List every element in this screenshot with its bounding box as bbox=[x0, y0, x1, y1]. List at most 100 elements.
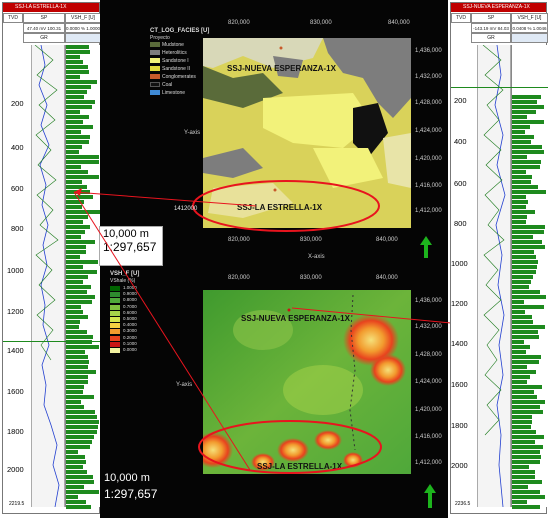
vshale-bar bbox=[512, 300, 524, 304]
legend-heterolitics: Heterolitics bbox=[162, 50, 187, 56]
vshale-bar bbox=[66, 265, 83, 269]
vshale-bar bbox=[66, 170, 88, 174]
left-well-log-panel: SSJ-LA ESTRELLA-1X TVD SP VSH_F [U] 47.4… bbox=[2, 2, 101, 514]
top-left-ylabel: 1412000 bbox=[174, 206, 198, 212]
vshale-bar bbox=[512, 315, 532, 319]
left-vsh-track bbox=[65, 45, 101, 509]
vshale-bar bbox=[66, 350, 85, 354]
vshale-bar bbox=[66, 395, 94, 399]
left-depth-800: 800 bbox=[11, 224, 24, 233]
vshale-bar bbox=[512, 270, 536, 274]
right-depth-200: 200 bbox=[454, 96, 467, 105]
vshale-bar bbox=[66, 335, 93, 339]
vshale-bar bbox=[66, 500, 86, 504]
left-bottom-value: 2219.5 bbox=[9, 501, 25, 507]
vshale-legend-swatch bbox=[110, 323, 120, 329]
vshale-bar bbox=[512, 345, 530, 349]
vshale-bar bbox=[66, 75, 80, 79]
bottom-well-ellipse bbox=[198, 420, 382, 474]
vshale-bar bbox=[66, 70, 89, 74]
vshale-bar bbox=[66, 55, 80, 59]
vshale-bar bbox=[66, 405, 84, 409]
vshale-bar bbox=[66, 90, 87, 94]
right-col-sp: SP bbox=[471, 13, 511, 23]
vshale-bar bbox=[512, 430, 536, 434]
bottom-well-north-label: SSJ-NUEVA ESPERANZA-1X bbox=[241, 314, 350, 323]
vshale-bar bbox=[66, 310, 83, 314]
left-depth-1200: 1200 bbox=[7, 307, 24, 316]
vshale-bar bbox=[512, 265, 537, 269]
bottom-legend-title: VSH_F [U] bbox=[110, 271, 140, 277]
legend-swatch-conglomerates bbox=[150, 74, 160, 79]
vshale-bar bbox=[66, 410, 95, 414]
vshale-bar bbox=[512, 170, 526, 174]
vshale-bar bbox=[66, 385, 84, 389]
vshale-bar bbox=[66, 135, 90, 139]
vshale-bar bbox=[66, 240, 95, 244]
bottom-xtick-1: 820,000 bbox=[228, 275, 250, 281]
top-xtick-1: 820,000 bbox=[228, 20, 250, 26]
top-ytick-5: 1,420,000 bbox=[415, 156, 442, 162]
vshale-bar bbox=[66, 275, 88, 279]
bottom-ytick-3: 1,428,000 bbox=[415, 352, 442, 358]
top-well-south-label: SSJ-LA ESTRELLA-1X bbox=[237, 203, 323, 212]
right-sp-range: -143.19 mV 84.03 bbox=[471, 23, 511, 33]
top-xtick-3: 840,000 bbox=[388, 20, 410, 26]
vshale-bar bbox=[66, 460, 86, 464]
top-ytick-1: 1,436,000 bbox=[415, 48, 442, 54]
vshale-bar bbox=[66, 490, 99, 494]
vshale-bar bbox=[66, 485, 84, 489]
left-depth-1400: 1400 bbox=[7, 346, 24, 355]
vshale-bar bbox=[512, 415, 532, 419]
legend-swatch-heterolitics bbox=[150, 50, 160, 55]
vshale-legend-label: 0.4000 bbox=[123, 322, 137, 328]
vshale-bar bbox=[66, 260, 98, 264]
vshale-bar bbox=[66, 160, 99, 164]
vshale-bar bbox=[66, 315, 88, 319]
vshale-bar bbox=[66, 155, 99, 159]
top-ytick-7: 1,412,000 bbox=[415, 208, 442, 214]
vshale-bar bbox=[66, 200, 84, 204]
vshale-bar bbox=[512, 425, 531, 429]
vshale-bar bbox=[66, 105, 92, 109]
top-ytick-2: 1,432,000 bbox=[415, 74, 442, 80]
vshale-bar bbox=[512, 385, 542, 389]
vshale-legend-label: 0.9000 bbox=[123, 291, 137, 297]
vshale-bar bbox=[512, 230, 544, 234]
left-col-blank bbox=[65, 33, 101, 43]
vshale-bar bbox=[512, 495, 545, 499]
vshale-bar bbox=[512, 245, 545, 249]
vshale-bar bbox=[66, 150, 79, 154]
bottom-ytick-2: 1,432,000 bbox=[415, 324, 442, 330]
vshale-bar bbox=[512, 290, 540, 294]
vshale-bar bbox=[66, 370, 96, 374]
right-sp-track bbox=[477, 45, 511, 507]
left-vsh-range: 0.0000 % 1.0000 bbox=[65, 23, 101, 33]
vshale-bar bbox=[512, 195, 526, 199]
vshale-bar bbox=[512, 185, 538, 189]
vshale-legend-label: 0.7000 bbox=[123, 303, 137, 309]
vshale-bar bbox=[512, 210, 535, 214]
left-marker-line bbox=[3, 341, 101, 342]
vshale-bar bbox=[512, 145, 542, 149]
vshale-legend-label: 1.0000 bbox=[123, 285, 137, 290]
vshale-bar bbox=[66, 415, 97, 419]
top-north-arrow[interactable] bbox=[420, 236, 432, 258]
left-depth-1600: 1600 bbox=[7, 387, 24, 396]
right-sp-curve bbox=[482, 45, 506, 507]
vshale-bar bbox=[512, 235, 533, 239]
vshale-bar bbox=[66, 435, 94, 439]
vshale-legend-label: 0.1000 bbox=[123, 340, 137, 346]
vshale-bar bbox=[512, 305, 544, 309]
vshale-bar bbox=[512, 95, 541, 99]
vshale-bar bbox=[66, 330, 87, 334]
top-well-north-label: SSJ-NUEVA ESPERANZA-1X bbox=[227, 64, 336, 73]
vshale-bar bbox=[512, 125, 530, 129]
bottom-north-arrow[interactable] bbox=[424, 484, 436, 508]
right-depth-1000: 1000 bbox=[451, 259, 468, 268]
vshale-legend-label: 0.3000 bbox=[123, 328, 137, 334]
vshale-bar bbox=[512, 135, 534, 139]
vshale-bar bbox=[66, 270, 97, 274]
top-ytick-3: 1,428,000 bbox=[415, 100, 442, 106]
vshale-bar bbox=[512, 100, 537, 104]
